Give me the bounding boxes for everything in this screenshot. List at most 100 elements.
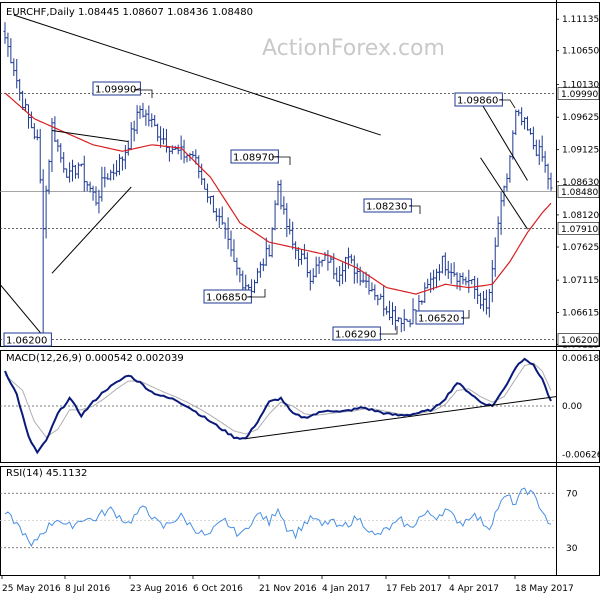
price-annotation: 1.06850 (203, 289, 266, 304)
triangle-upper (51, 130, 129, 143)
x-tick-label: 6 Oct 2016 (193, 584, 243, 594)
price-bar (528, 127, 533, 135)
annotation-label: 1.06200 (6, 336, 47, 347)
price-bar (352, 255, 356, 284)
price-bar (73, 164, 78, 179)
price-bar (129, 122, 133, 151)
x-tick-label: 25 May 2016 (2, 584, 61, 594)
price-bar (346, 247, 351, 269)
price-bar (29, 111, 34, 129)
price-bar (197, 155, 201, 179)
price-bar (484, 289, 489, 315)
price-bar (167, 146, 171, 162)
price-bar (21, 90, 25, 110)
rsi-title: RSI(14) 45.1132 (6, 468, 87, 479)
price-annotation: 1.09990 (92, 81, 153, 98)
price-y-tick-label: 1.08120 (562, 211, 599, 221)
trendline-major-down (13, 14, 381, 136)
price-bar (85, 181, 89, 192)
x-tick-label: 4 Jan 2017 (322, 584, 370, 594)
price-bar (534, 139, 538, 157)
price-bar (117, 154, 122, 176)
price-bar (126, 140, 130, 156)
price-bar (229, 230, 233, 257)
price-tag: 1.06200 (557, 333, 600, 346)
annotation-label: 1.06850 (206, 293, 247, 304)
price-bar (67, 162, 72, 183)
price-bar (144, 109, 148, 126)
price-bar (161, 128, 166, 145)
price-bar (373, 284, 377, 301)
price-tag-box (557, 333, 600, 346)
x-tick-label: 21 Nov 2016 (259, 584, 317, 594)
price-bar (423, 282, 427, 303)
price-bar (288, 218, 292, 235)
watermark: ActionForex.com (262, 36, 445, 61)
price-bar (461, 272, 465, 285)
macd-y-tick-label: -0.00626 (562, 451, 600, 461)
price-bar (214, 208, 218, 222)
chart-frames (0, 0, 600, 576)
price-bar (211, 195, 216, 213)
price-bar (114, 160, 119, 177)
x-tick-label: 23 Aug 2016 (130, 584, 188, 594)
macd-y-tick-label: 0.00618 (562, 354, 599, 364)
price-bar (470, 279, 474, 285)
price-tag-box (557, 87, 600, 100)
price-bar (393, 306, 398, 331)
price-bar (467, 269, 471, 293)
price-bar (35, 129, 39, 141)
price-bar (317, 256, 321, 275)
price-bar (79, 163, 83, 167)
macd-signal-line (4, 362, 552, 438)
price-bar (382, 284, 386, 317)
price-bar (549, 172, 553, 191)
price-bar (285, 203, 289, 237)
price-bar (385, 306, 389, 315)
macd-title: MACD(12,26,9) 0.000542 0.002039 (6, 353, 184, 364)
rsi-panel (0, 487, 556, 549)
panel-frame-2 (0, 466, 600, 576)
price-tag-label: 1.09990 (561, 90, 598, 100)
price-bar (232, 239, 236, 262)
price-bar (120, 156, 125, 171)
price-bar (135, 105, 139, 135)
price-annotation: 1.06200 (3, 332, 52, 347)
price-bar (150, 113, 154, 128)
price-bar (343, 256, 348, 282)
price-bar (361, 271, 365, 283)
price-bar (294, 241, 298, 260)
price-bar (426, 278, 430, 289)
price-bar (349, 254, 353, 264)
price-bar (314, 256, 318, 278)
price-bar (185, 154, 189, 163)
price-bar (18, 78, 22, 101)
price-y-tick-label: 1.06615 (562, 309, 599, 319)
price-bar (449, 263, 453, 284)
price-y-tick-label: 1.10650 (562, 47, 599, 57)
price-tag-box (557, 222, 600, 235)
price-bar (520, 107, 524, 126)
y-axis: 1.11135 1.10650 1.10130 1.09625 1.09125 1.086… (556, 15, 600, 554)
price-bar (59, 143, 63, 163)
price-bar (296, 247, 301, 267)
macd-line (4, 357, 552, 455)
price-bar (47, 159, 51, 195)
price-bar (340, 262, 345, 285)
annotation-box (3, 332, 52, 347)
price-bar (44, 185, 48, 239)
price-bar (132, 120, 136, 142)
price-y-tick-label: 1.10130 (562, 80, 599, 90)
price-bar (464, 276, 468, 286)
price-bar (508, 154, 512, 183)
price-bar (408, 319, 412, 328)
price-bar (176, 144, 180, 155)
triangle-lower (51, 186, 132, 274)
price-tag: 1.08480 (557, 185, 600, 198)
x-tick-label: 4 Apr 2017 (449, 584, 499, 594)
price-bar (311, 268, 315, 284)
price-bar (112, 163, 116, 181)
price-bar (9, 38, 13, 64)
price-bar (255, 268, 260, 284)
price-bar (546, 163, 550, 190)
